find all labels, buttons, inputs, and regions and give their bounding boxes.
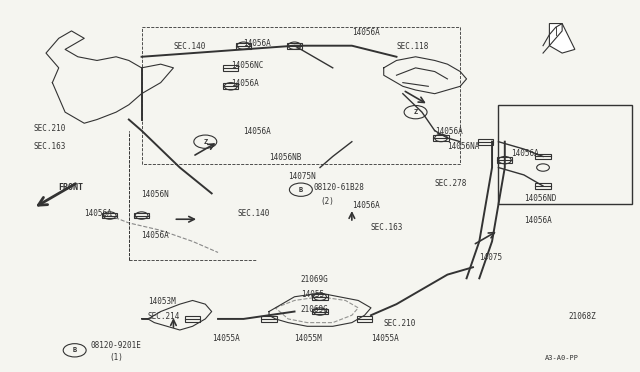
Text: 14056A: 14056A — [524, 216, 552, 225]
Bar — [287, 43, 302, 49]
Text: FRONT: FRONT — [59, 183, 84, 192]
Bar — [536, 183, 550, 189]
Bar — [236, 43, 251, 49]
Text: 14056A: 14056A — [141, 231, 170, 240]
Text: 14055: 14055 — [301, 290, 324, 299]
Text: 21068Z: 21068Z — [568, 312, 596, 321]
Text: SEC.278: SEC.278 — [435, 179, 467, 188]
Text: 14056ND: 14056ND — [524, 194, 556, 203]
Bar — [102, 212, 117, 218]
Text: (2): (2) — [320, 198, 334, 206]
Text: 14056NB: 14056NB — [269, 153, 301, 162]
Text: SEC.140: SEC.140 — [237, 209, 269, 218]
Text: SEC.210: SEC.210 — [33, 124, 66, 132]
Bar — [499, 105, 632, 205]
Text: 14055M: 14055M — [294, 334, 323, 343]
Bar — [261, 316, 276, 322]
Text: SEC.163: SEC.163 — [371, 223, 403, 232]
Text: Z: Z — [413, 109, 418, 115]
Bar — [536, 154, 550, 160]
Text: 14056A: 14056A — [84, 209, 112, 218]
Text: 14055A: 14055A — [371, 334, 399, 343]
Bar — [312, 294, 328, 300]
Text: SEC.210: SEC.210 — [384, 319, 416, 328]
Text: 14056A: 14056A — [511, 150, 539, 158]
Bar — [478, 139, 493, 145]
Bar — [312, 309, 328, 314]
Text: (1): (1) — [109, 353, 124, 362]
Text: 14056NA: 14056NA — [447, 142, 480, 151]
Text: 21069G: 21069G — [301, 275, 328, 284]
Polygon shape — [549, 23, 575, 53]
Text: Z: Z — [203, 139, 207, 145]
Text: 08120-9201E: 08120-9201E — [91, 341, 141, 350]
Bar — [433, 135, 449, 141]
Text: 14056A: 14056A — [231, 79, 259, 88]
Text: 08120-61B28: 08120-61B28 — [314, 183, 365, 192]
Bar — [357, 316, 372, 322]
Text: SEC.140: SEC.140 — [173, 42, 206, 51]
Bar — [185, 316, 200, 322]
Text: 14055A: 14055A — [212, 334, 239, 343]
Bar — [223, 83, 239, 89]
Text: SEC.214: SEC.214 — [148, 312, 180, 321]
Text: SEC.118: SEC.118 — [396, 42, 429, 51]
Text: 14056A: 14056A — [244, 39, 271, 48]
Text: 14056A: 14056A — [352, 28, 380, 36]
Text: 21069G: 21069G — [301, 305, 328, 314]
Bar — [497, 157, 513, 163]
Text: 14056A: 14056A — [435, 127, 463, 136]
Text: B: B — [299, 187, 303, 193]
Text: 14053M: 14053M — [148, 297, 176, 306]
Text: B: B — [72, 347, 77, 353]
Text: 14056A: 14056A — [244, 127, 271, 136]
Bar — [223, 65, 239, 71]
Text: A3-A0-PP: A3-A0-PP — [545, 355, 579, 360]
Bar — [134, 212, 149, 218]
Text: 14075: 14075 — [479, 253, 502, 262]
Text: SEC.163: SEC.163 — [33, 142, 66, 151]
Text: 14056NC: 14056NC — [231, 61, 263, 70]
Text: 14056A: 14056A — [352, 201, 380, 210]
Text: 14056N: 14056N — [141, 190, 170, 199]
Text: 14075N: 14075N — [288, 171, 316, 181]
